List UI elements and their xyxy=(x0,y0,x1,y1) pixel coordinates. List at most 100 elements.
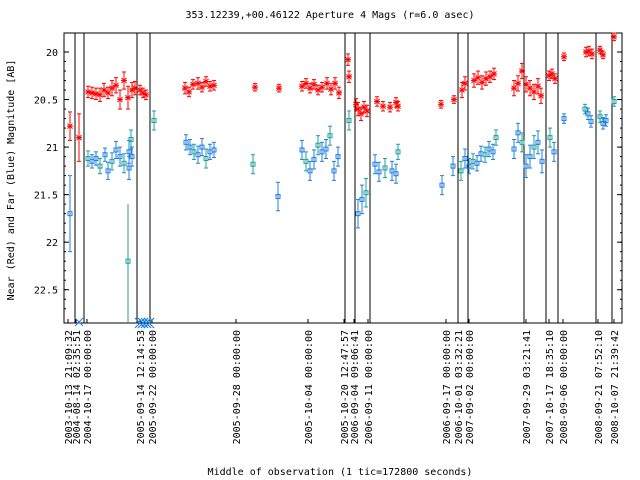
near-point xyxy=(276,83,282,93)
near-point xyxy=(190,79,196,90)
y-axis-ticks: 20 20.5 21 21.5 22 22.5 xyxy=(34,48,622,310)
near-point xyxy=(515,75,521,92)
far-point xyxy=(128,129,134,150)
near-point xyxy=(345,53,351,66)
x-tick-label: 2006-10-01 03:32:21 xyxy=(454,330,465,444)
near-point xyxy=(324,77,330,90)
near-point xyxy=(186,86,192,98)
far-point xyxy=(355,198,361,229)
x-tick-label: 2008-09-06 00:00:00 xyxy=(559,330,570,444)
epoch-boundaries xyxy=(74,33,613,323)
far-point xyxy=(372,154,378,175)
near-point xyxy=(182,81,188,95)
y-axis-label: Near (Red) and Far (Blue) Magnitude [AB] xyxy=(6,60,17,301)
near-point xyxy=(113,77,119,94)
far-point xyxy=(323,138,329,160)
far-point xyxy=(611,96,617,107)
near-point xyxy=(199,81,205,93)
far-point xyxy=(97,158,103,175)
far-point xyxy=(482,146,488,163)
y-tick-label: 20.5 xyxy=(34,96,58,107)
x-tick-label: 2008-10-07 21:39:42 xyxy=(610,330,621,444)
far-point xyxy=(359,184,365,215)
far-point xyxy=(539,149,545,174)
far-point xyxy=(121,153,127,174)
near-point xyxy=(438,100,444,109)
far-point xyxy=(67,175,73,253)
plot-frame xyxy=(63,32,623,324)
near-point xyxy=(589,48,595,60)
far-point xyxy=(105,161,111,180)
near-point xyxy=(93,87,99,101)
far-point xyxy=(187,138,193,156)
far-point xyxy=(450,156,456,177)
far-point xyxy=(151,110,157,131)
x-tick-label: 2008-09-21 07:52:10 xyxy=(594,330,605,444)
near-point xyxy=(332,77,338,90)
x-tick-label: 2006-09-11 00:00:00 xyxy=(364,330,375,444)
far-point xyxy=(376,161,382,182)
far-point xyxy=(315,135,321,156)
near-point xyxy=(597,45,603,55)
far-point xyxy=(535,130,541,155)
near-point xyxy=(203,76,209,87)
near-point xyxy=(600,50,606,60)
far-point xyxy=(307,160,313,181)
near-point xyxy=(211,80,217,91)
far-point xyxy=(523,154,529,179)
far-point xyxy=(311,149,317,170)
near-point xyxy=(519,62,525,80)
x-tick-label: 2005-09-14 12:14:53 xyxy=(136,330,147,444)
far-point xyxy=(393,163,399,184)
far-point xyxy=(85,150,91,167)
x-tick-label: 2004-08-14 02:35:51 xyxy=(72,330,83,444)
y-tick-label: 20 xyxy=(46,48,58,59)
near-point xyxy=(511,80,517,97)
far-point xyxy=(597,110,603,123)
x-tick-label: 2007-09-29 03:21:41 xyxy=(522,330,533,444)
far-point xyxy=(211,141,217,159)
x-tick-label: 2003-10-13 21:09:32 xyxy=(64,330,75,444)
x-tick-label: 2006-09-04 09:06:41 xyxy=(350,330,361,444)
near-point xyxy=(531,83,537,101)
y-tick-label: 21 xyxy=(46,143,58,154)
far-point xyxy=(327,125,333,146)
far-outlier-point xyxy=(125,204,131,323)
far-point xyxy=(551,141,557,162)
far-point xyxy=(363,177,369,208)
x-axis-label: Middle of observation (1 tic=172800 seco… xyxy=(208,467,473,478)
near-point xyxy=(336,86,342,100)
near-point xyxy=(76,113,82,162)
far-point xyxy=(195,145,201,164)
x-tick-label: 2005-10-20 12:47:57 xyxy=(340,330,351,444)
near-point xyxy=(561,52,567,62)
near-point xyxy=(487,70,493,83)
far-point xyxy=(395,143,401,160)
far-point xyxy=(382,158,388,179)
near-point xyxy=(471,73,477,88)
near-point xyxy=(129,81,135,99)
near-point xyxy=(364,104,370,118)
far-point xyxy=(335,146,341,167)
near-series xyxy=(67,32,617,162)
far-point xyxy=(561,113,567,124)
far-point xyxy=(389,160,395,181)
x-tick-label: 2005-10-04 00:00:00 xyxy=(304,330,315,444)
far-point xyxy=(109,152,115,171)
far-point xyxy=(493,129,499,146)
far-point xyxy=(143,317,155,329)
x-tick-label: 2006-09-17 00:00:00 xyxy=(442,330,453,444)
near-point xyxy=(67,111,73,141)
near-point xyxy=(132,80,138,96)
y-tick-label: 22.5 xyxy=(34,286,58,297)
far-point xyxy=(600,117,606,130)
near-point xyxy=(117,89,123,110)
near-point xyxy=(252,82,258,92)
far-point xyxy=(527,144,533,169)
far-point xyxy=(466,158,472,175)
far-point xyxy=(588,115,594,128)
near-point xyxy=(97,87,103,102)
